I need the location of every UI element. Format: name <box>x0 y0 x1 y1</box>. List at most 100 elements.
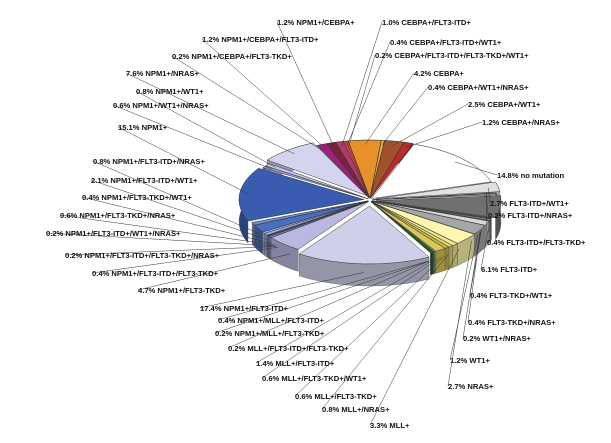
slice-side-24 <box>432 251 435 275</box>
leader-line-9 <box>488 187 491 204</box>
slice-label-16: 1.2% WT1+ <box>450 356 490 365</box>
leader-line-33 <box>90 179 268 240</box>
slice-label-17: 2.7% NRAS+ <box>448 382 494 391</box>
slice-label-37: 0.8% NPM1+/WT1+ <box>136 87 204 96</box>
pie-slice-27 <box>270 201 369 250</box>
leader-line-13 <box>469 230 482 296</box>
slice-label-26: 17.4% NPM1+/FLT3-ITD+ <box>200 304 289 313</box>
leader-line-40 <box>201 38 326 149</box>
pie-slice-26 <box>298 205 430 265</box>
pie-slice-17 <box>371 200 486 235</box>
leader-line-37 <box>135 90 276 168</box>
pie-slice-25 <box>370 201 434 254</box>
slice-label-3: 0.2% CEBPA+/FLT3-ITD+/FLT3-TKD+/WT1+ <box>375 51 529 60</box>
pie-slice-35 <box>238 167 365 222</box>
slice-label-22: 1.4% MLL+/FLT3-ITD+ <box>256 359 335 368</box>
slice-label-14: 0.4% FLT3-TKD+/NRAS+ <box>468 318 556 327</box>
leader-line-7 <box>405 121 483 148</box>
leader-line-11 <box>486 194 488 243</box>
slice-label-28: 0.4% NPM1+/FLT3-ITD+/FLT3-TKD+ <box>92 269 219 278</box>
leader-line-16 <box>449 234 479 361</box>
leader-line-15 <box>462 232 481 339</box>
slice-label-1: 1.0% CEBPA+/FLT3-ITD+ <box>382 18 471 27</box>
slice-label-31: 0.6% NPM1+/FLT3-TKD+/NRAS+ <box>60 211 176 220</box>
slice-side-22 <box>435 248 446 274</box>
leader-line-19 <box>321 254 449 410</box>
leader-line-28 <box>91 247 278 274</box>
slice-label-25: 0.4% NPM1+/MLL+/FLT3-ITD+ <box>218 316 325 325</box>
pie-slice-8 <box>370 143 492 199</box>
slice-side-19 <box>452 243 458 268</box>
pie-slice-40 <box>317 143 370 199</box>
leader-line-23 <box>227 260 431 349</box>
slice-label-35: 15.1% NPM1+ <box>118 123 168 132</box>
slice-label-19: 0.8% MLL+/NRAS+ <box>322 405 390 414</box>
leader-line-39 <box>171 55 322 150</box>
slice-label-2: 0.4% CEBPA+/FLT3-ITD+/WT1+ <box>390 38 502 47</box>
slice-label-11: 0.4% FLT3-ITD+/FLT3-TKD+ <box>487 238 586 247</box>
slice-label-9: 2.7% FLT3-ITD+/WT1+ <box>490 199 569 208</box>
leader-line-12 <box>480 219 491 270</box>
slice-label-5: 0.4% CEBPA+/WT1+/NRAS+ <box>428 83 529 92</box>
leader-line-24 <box>214 260 429 334</box>
slice-label-24: 0.2% NPM1+/MLL+/FLT3-TKD+ <box>215 329 325 338</box>
slice-label-13: 0.4% FLT3-TKD+/WT1+ <box>470 291 553 300</box>
slice-label-10: 0.2% FLT3-ITD+/NRAS+ <box>488 211 573 220</box>
leader-line-17 <box>447 240 472 387</box>
leader-line-26 <box>199 272 364 309</box>
pie-slice-4 <box>347 139 382 199</box>
leader-line-25 <box>217 261 427 321</box>
slice-label-39: 0.2% NPM1+/CEBPA+/FLT3-TKD+ <box>172 52 292 61</box>
leader-line-31 <box>59 214 274 246</box>
leader-line-36 <box>112 104 273 170</box>
pie-slice-3 <box>346 140 370 199</box>
slice-label-8: 14.8% no mutation <box>497 171 564 180</box>
leader-line-27 <box>137 253 291 291</box>
slice-label-0: 1.2% NPM1+/CEBPA+ <box>277 18 355 27</box>
leader-line-20 <box>294 255 445 397</box>
leader-line-5 <box>381 86 429 146</box>
slice-side-28 <box>268 236 272 260</box>
slice-label-33: 2.1% NPM1+/FLT3-ITD+/WT1+ <box>91 176 198 185</box>
leader-line-3 <box>348 54 376 146</box>
leader-line-4 <box>364 72 415 145</box>
leader-line-14 <box>467 231 481 323</box>
leader-line-8 <box>454 161 498 176</box>
leader-line-29 <box>64 246 277 256</box>
leader-line-34 <box>92 160 263 236</box>
slice-label-18: 3.3% MLL+ <box>370 421 410 430</box>
pie-slice-11 <box>371 193 497 201</box>
pie-slice-9 <box>375 181 501 200</box>
slice-label-15: 0.2% WT1+/NRAS+ <box>463 334 532 343</box>
leader-line-0 <box>276 21 335 148</box>
slice-label-7: 1.2% CEBPA+/NRAS+ <box>482 118 560 127</box>
slice-label-23: 0.2% MLL+/FLT3-ITD+/FLT3-TKD+ <box>228 344 349 353</box>
slice-label-32: 0.4% NPM1+/FLT3-TKD+/WT1+ <box>82 193 192 202</box>
leader-line-32 <box>81 196 272 244</box>
slice-label-21: 0.6% MLL+/FLT3-TKD+/WT1+ <box>262 374 367 383</box>
slice-side-32 <box>262 231 265 256</box>
leader-line-22 <box>255 258 436 364</box>
slice-label-36: 0.6% NPM1+/WT1+/NRAS+ <box>113 101 209 110</box>
slice-label-30: 0.2% NPM1+/FLT3-ITD+/WT1+/NRAS+ <box>46 229 181 238</box>
pie-slice-34 <box>251 200 369 226</box>
pie-slice-7 <box>370 141 414 199</box>
slice-label-29: 0.2% NPM1+/FLT3-ITD+/FLT3-TKD+/NRAS+ <box>65 251 220 260</box>
leader-line-30 <box>45 232 276 247</box>
pie-slice-37 <box>265 163 369 200</box>
leader-line-6 <box>392 103 469 146</box>
slice-label-12: 6.1% FLT3-ITD+ <box>481 265 538 274</box>
slice-label-38: 7.6% NPM1+/NRAS+ <box>126 69 200 78</box>
leader-line-35 <box>117 126 250 195</box>
slice-label-6: 2.5% CEBPA+/WT1+ <box>468 100 541 109</box>
leader-line-21 <box>261 256 442 379</box>
leader-line-1 <box>341 21 383 147</box>
slice-label-27: 4.7% NPM1+/FLT3-TKD+ <box>138 286 226 295</box>
slice-label-34: 0.8% NPM1+/FLT3-ITD+/NRAS+ <box>93 157 205 166</box>
leader-line-38 <box>125 72 295 154</box>
slice-side-21 <box>444 246 450 271</box>
slice-label-20: 0.6% MLL+/FLT3-TKD+ <box>295 392 377 401</box>
leader-line-18 <box>369 249 460 426</box>
